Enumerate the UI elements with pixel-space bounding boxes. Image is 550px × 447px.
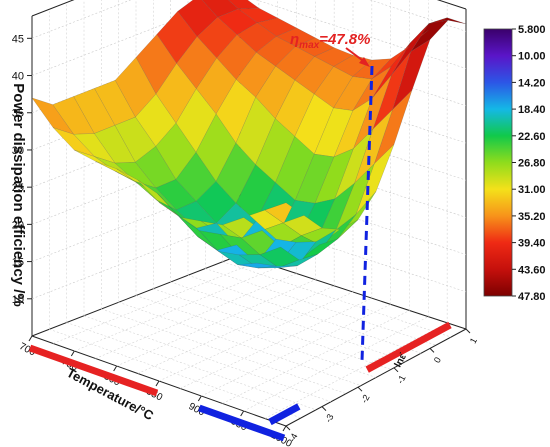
- x-tick: [240, 410, 245, 417]
- colorbar-tick-label: 18.40: [518, 104, 546, 116]
- z-tick-label: 25: [12, 182, 24, 194]
- y-tick-label: -2: [359, 393, 372, 405]
- colorbar-tick-label: 26.80: [518, 158, 546, 170]
- y-tick: [465, 328, 471, 334]
- range-bar: [198, 404, 286, 442]
- colorbar-tick-label: 47.80: [518, 291, 546, 303]
- surface-patch: [391, 23, 430, 76]
- colorbar: 5.800 10.00 14.20 18.40 22.60 26.80 31.00 35.20…: [483, 24, 546, 303]
- z-tick-label: 15: [12, 257, 24, 269]
- colorbar-gradient: [483, 28, 513, 297]
- colorbar-tick-label: 14.20: [518, 77, 546, 89]
- y-tick-label: 0: [432, 355, 443, 364]
- x-tick: [155, 380, 160, 387]
- y-tick-label: -4: [287, 432, 300, 444]
- grid-line: [83, 315, 332, 403]
- max-label-subscript: max: [299, 40, 319, 51]
- colorbar-tick-label: 31.00: [518, 184, 546, 196]
- y-tick: [357, 386, 363, 392]
- grid-line: [222, 261, 452, 338]
- colorbar-tick-label: 35.20: [518, 211, 546, 223]
- grid-line: [66, 322, 317, 411]
- max-drop-line: [360, 65, 374, 362]
- z-tick-label: 20: [12, 219, 24, 231]
- x-tick: [70, 350, 75, 357]
- x-tick: [28, 335, 33, 342]
- z-tick-label: 35: [12, 108, 24, 120]
- surface-patch: [258, 265, 298, 269]
- grid-line: [170, 281, 407, 362]
- grid-line: [31, 180, 467, 262]
- colorbar-tick-label: 22.60: [518, 131, 546, 143]
- colorbar-tick-label: 39.40: [518, 238, 546, 250]
- range-bar: [365, 321, 452, 373]
- y-tick-label: -3: [323, 412, 336, 424]
- surface-patch: [333, 76, 373, 111]
- grid-line: [153, 288, 392, 370]
- x-tick: [113, 365, 118, 372]
- range-bar: [268, 403, 301, 426]
- colorbar-tick-label: 43.60: [518, 264, 546, 276]
- grid-line: [187, 274, 422, 354]
- box-edge: [31, 0, 75, 17]
- surface-patch: [410, 19, 449, 52]
- z-tick-label: 30: [12, 145, 24, 157]
- grid-line: [222, 310, 410, 404]
- y-tick: [321, 406, 327, 411]
- grid-line: [101, 308, 347, 394]
- z-tick-label: 45: [12, 33, 24, 45]
- y-tick-label: 1: [468, 336, 479, 345]
- surface-plot: [31, 0, 467, 269]
- grid-line: [243, 316, 429, 412]
- z-axis-title: Power dissipation efficiency /%: [10, 83, 27, 306]
- grid-line: [180, 297, 372, 389]
- max-label-prefix: η: [290, 31, 299, 48]
- range-bars: [28, 321, 452, 442]
- y-tick: [393, 367, 399, 373]
- y-tick-label: -1: [395, 374, 408, 386]
- range-bar: [28, 344, 159, 397]
- y-tick: [429, 348, 435, 353]
- x-tick: [282, 425, 287, 432]
- x-tick: [197, 395, 202, 402]
- y-tick: [285, 425, 291, 431]
- z-tick-label: 40: [12, 71, 24, 83]
- surface-patch: [294, 153, 335, 204]
- z-tick-label: 10: [12, 294, 24, 306]
- grid-line: [135, 295, 377, 378]
- colorbar-tick-label: 5.800: [518, 24, 546, 36]
- max-label: ηmax=47.8%: [290, 31, 370, 51]
- max-annotation: ηmax=47.8%: [290, 31, 374, 362]
- grid-line: [201, 304, 391, 397]
- grid-line: [31, 143, 467, 225]
- grid-line: [205, 268, 437, 346]
- surface-patch: [313, 107, 354, 158]
- max-label-value: =47.8%: [319, 31, 370, 48]
- max-arrowhead: [359, 57, 370, 67]
- colorbar-tick-label: 10.00: [518, 51, 546, 63]
